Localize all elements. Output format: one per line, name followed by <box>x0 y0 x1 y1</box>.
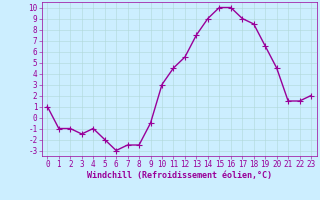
X-axis label: Windchill (Refroidissement éolien,°C): Windchill (Refroidissement éolien,°C) <box>87 171 272 180</box>
